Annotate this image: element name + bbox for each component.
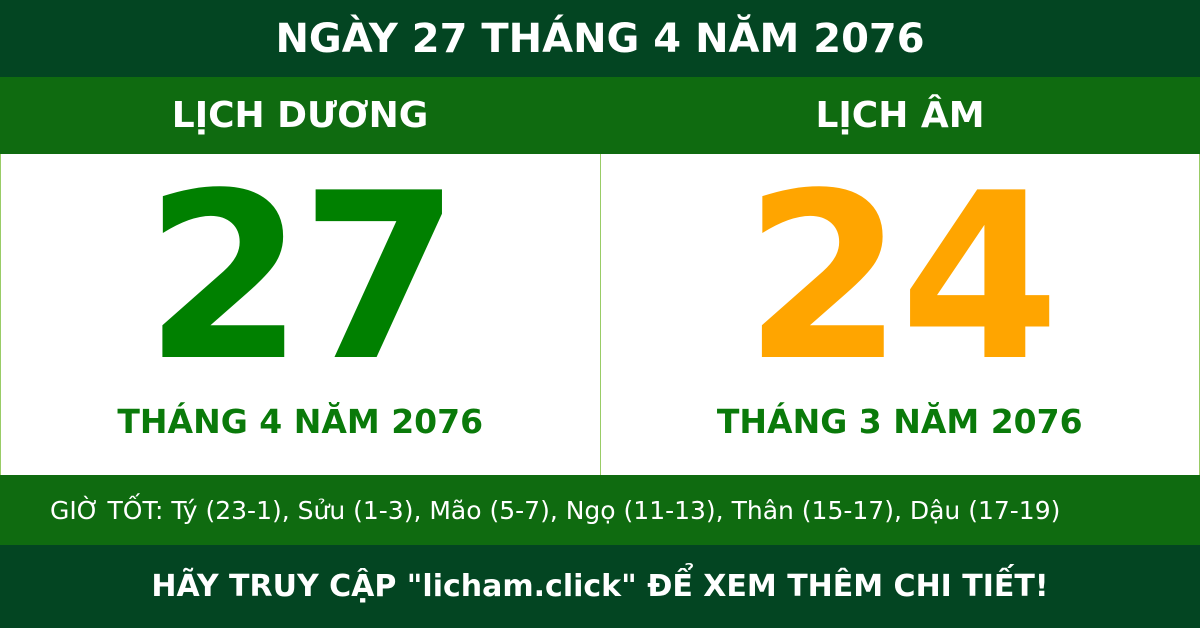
calendar-body: 27 THÁNG 4 NĂM 2076 24 THÁNG 3 NĂM 2076 [0,154,1200,475]
solar-month-year: THÁNG 4 NĂM 2076 [117,402,484,441]
solar-panel: 27 THÁNG 4 NĂM 2076 [1,154,600,475]
calendar-headers: LỊCH DƯƠNG LỊCH ÂM [0,77,1200,154]
solar-heading: LỊCH DƯƠNG [171,95,429,136]
lunar-heading: LỊCH ÂM [815,95,985,136]
lunar-panel: 24 THÁNG 3 NĂM 2076 [599,145,1200,475]
solar-day: 27 [144,145,460,412]
good-hours: GIỜ TỐT: Tý (23-1), Sửu (1-3), Mão (5-7)… [0,475,1200,545]
lunar-month-year: THÁNG 3 NĂM 2076 [716,402,1083,441]
footer-cta: HÃY TRUY CẬP "licham.click" ĐỂ XEM THÊM … [0,545,1200,628]
lunar-day: 24 [743,145,1060,412]
page-title: NGÀY 27 THÁNG 4 NĂM 2076 [0,0,1200,77]
